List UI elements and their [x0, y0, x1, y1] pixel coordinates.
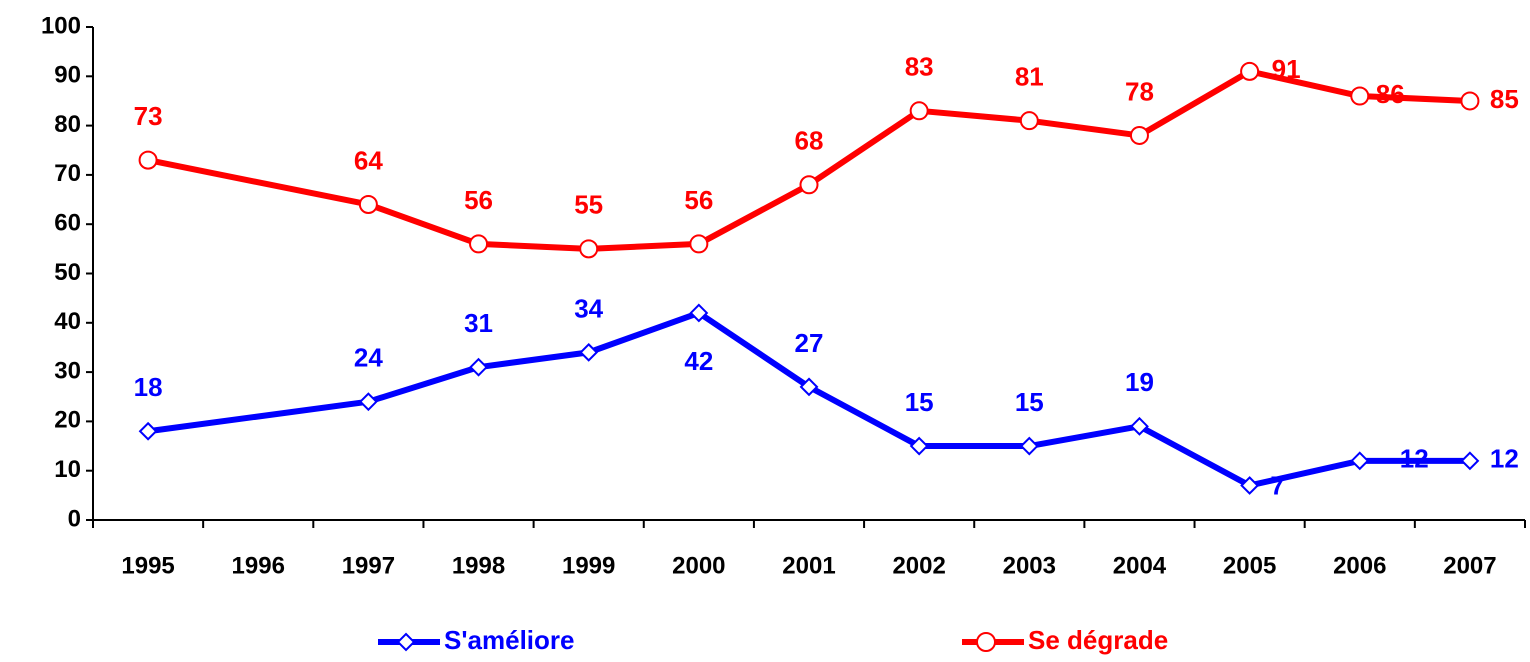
y-tick-label: 60 [54, 210, 81, 237]
value-label: 55 [574, 190, 603, 220]
x-tick-label: 2000 [672, 552, 725, 579]
point-marker [689, 303, 709, 323]
value-label: 18 [134, 372, 163, 402]
value-label: 7 [1270, 470, 1284, 500]
value-label: 83 [905, 52, 934, 82]
point-marker [138, 150, 158, 170]
value-label: 12 [1490, 444, 1519, 474]
value-label: 15 [1015, 387, 1044, 417]
point-marker [469, 234, 489, 254]
point-marker [1350, 451, 1370, 471]
x-tick-label: 1996 [232, 552, 285, 579]
value-label: 91 [1272, 54, 1301, 84]
y-tick-label: 10 [54, 456, 81, 483]
y-tick-label: 90 [54, 62, 81, 89]
point-marker [1129, 125, 1149, 145]
value-label: 64 [354, 145, 383, 175]
point-marker [358, 392, 378, 412]
value-label: 34 [574, 293, 603, 323]
y-tick-label: 80 [54, 111, 81, 138]
value-label: 12 [1400, 444, 1429, 474]
value-label: 68 [795, 126, 824, 156]
value-label: 56 [684, 185, 713, 215]
point-marker [1350, 86, 1370, 106]
value-label: 81 [1015, 62, 1044, 92]
point-marker [1240, 476, 1260, 495]
point-marker [1240, 61, 1260, 81]
point-marker [469, 357, 488, 377]
point-marker [799, 175, 819, 195]
x-tick-label: 2004 [1113, 552, 1167, 579]
value-label: 85 [1490, 84, 1519, 114]
x-tick-label: 2001 [782, 552, 835, 579]
x-tick-label: 2007 [1443, 552, 1496, 579]
point-marker [1130, 416, 1149, 436]
point-marker [1460, 451, 1480, 471]
value-label: 15 [905, 387, 934, 417]
value-label: 56 [464, 185, 493, 215]
legend-marker [396, 632, 416, 652]
point-marker [909, 436, 929, 456]
legend-label: S'améliore [444, 625, 574, 655]
y-tick-label: 30 [54, 357, 81, 384]
value-label: 73 [134, 101, 163, 131]
point-marker [1019, 436, 1039, 456]
x-tick-label: 2003 [1003, 552, 1056, 579]
point-marker [1460, 91, 1480, 111]
x-tick-label: 1998 [452, 552, 505, 579]
value-label: 19 [1125, 367, 1154, 397]
point-marker [799, 377, 819, 397]
point-marker [579, 239, 599, 259]
y-tick-label: 20 [54, 407, 81, 434]
y-tick-label: 0 [68, 505, 81, 532]
y-tick-label: 50 [54, 259, 81, 286]
x-tick-label: 1995 [121, 552, 174, 579]
y-tick-label: 100 [41, 12, 81, 39]
point-marker [909, 101, 929, 121]
legend-marker [976, 632, 996, 652]
series-line [147, 309, 1470, 489]
series-line [147, 68, 1471, 252]
legend-label: Se dégrade [1028, 625, 1168, 655]
x-tick-label: 1997 [342, 552, 395, 579]
x-tick-label: 1999 [562, 552, 615, 579]
point-marker [358, 194, 378, 214]
point-marker [579, 342, 599, 362]
value-label: 42 [684, 346, 713, 376]
x-tick-label: 2002 [892, 552, 945, 579]
point-marker [138, 421, 158, 441]
value-label: 27 [795, 328, 824, 358]
value-label: 78 [1125, 76, 1154, 106]
x-tick-label: 2005 [1223, 552, 1276, 579]
point-marker [1019, 111, 1039, 131]
y-tick-label: 70 [54, 160, 81, 187]
x-tick-label: 2006 [1333, 552, 1386, 579]
y-tick-label: 40 [54, 308, 81, 335]
value-label: 86 [1376, 79, 1405, 109]
value-label: 31 [464, 308, 493, 338]
value-label: 24 [354, 343, 383, 373]
point-marker [689, 234, 709, 254]
